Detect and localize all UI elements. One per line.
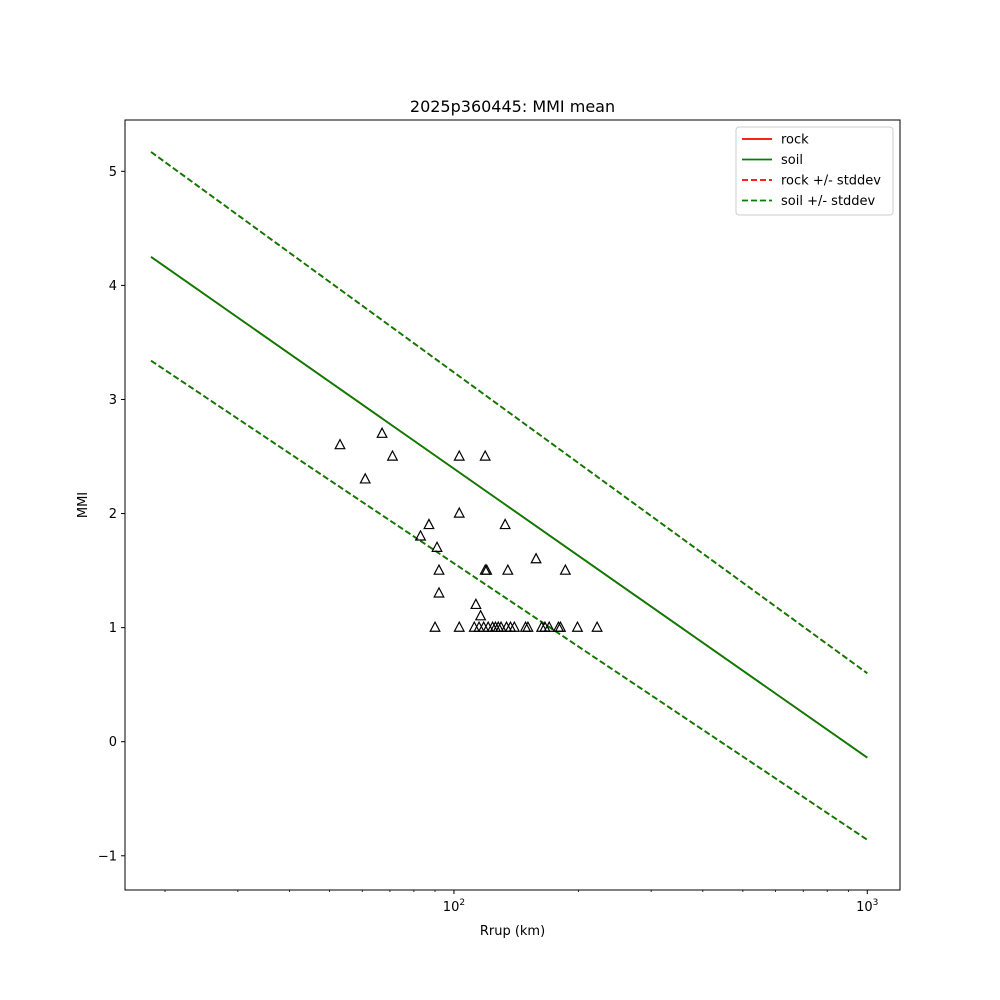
observation-point	[508, 620, 521, 632]
observation-point	[414, 529, 427, 541]
chart-title: 2025p360445: MMI mean	[410, 97, 615, 116]
observation-point	[502, 563, 514, 575]
observation-point	[554, 620, 567, 632]
legend: rock soil rock +/- stddev soil +/- stddev	[735, 126, 894, 216]
observation-point	[453, 506, 466, 518]
observation-point	[480, 563, 493, 575]
y-tick-label: 0	[109, 735, 117, 750]
x-axis: 102 103	[164, 890, 878, 915]
observation-point	[453, 449, 466, 461]
y-tick-label: 3	[109, 393, 117, 408]
observation-point	[474, 609, 487, 621]
observation-point	[530, 552, 542, 564]
observation-point	[433, 586, 445, 598]
series-layer	[150, 151, 868, 841]
legend-box	[735, 126, 894, 216]
observation-point	[522, 620, 534, 632]
observation-point	[376, 426, 388, 438]
x-tick-label: 102	[443, 898, 465, 915]
observation-point	[386, 449, 399, 461]
x-axis-label: Rrup (km)	[480, 924, 545, 939]
legend-label: rock	[781, 133, 809, 148]
observation-point	[470, 598, 482, 610]
series-line-soil-stddev-upper	[150, 151, 868, 674]
y-tick-label: −1	[98, 849, 117, 864]
plot-background	[125, 120, 900, 890]
observation-point	[479, 449, 491, 461]
observation-point	[499, 518, 511, 530]
observation-point	[433, 563, 445, 575]
y-axis-label: MMI	[76, 492, 91, 518]
y-axis: −1 0 1 2 3 4 5	[98, 165, 125, 864]
y-tick-label: 5	[109, 165, 117, 180]
observation-point	[431, 540, 443, 552]
observation-point	[453, 620, 466, 632]
plot-frame	[124, 119, 901, 891]
observation-point	[571, 620, 584, 632]
observation-points	[334, 426, 603, 632]
x-tick-label: 103	[856, 898, 878, 915]
observation-point	[334, 438, 346, 450]
observation-point	[559, 563, 572, 575]
legend-label: soil	[781, 153, 803, 168]
series-line-soil	[150, 256, 868, 759]
plot-area	[124, 119, 901, 891]
y-tick-label: 4	[109, 279, 117, 294]
observation-point	[591, 620, 603, 632]
observation-point	[359, 472, 372, 484]
y-tick-label: 2	[109, 507, 117, 522]
observation-point	[423, 518, 435, 530]
y-tick-label: 1	[109, 621, 117, 636]
legend-label: soil +/- stddev	[781, 194, 876, 209]
observation-point	[429, 620, 441, 632]
legend-label: rock +/- stddev	[781, 174, 881, 189]
observation-point	[543, 620, 555, 632]
